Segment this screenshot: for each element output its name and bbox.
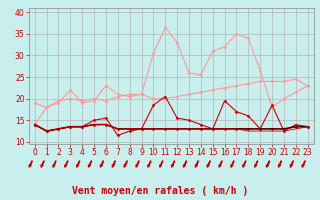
Text: Vent moyen/en rafales ( km/h ): Vent moyen/en rafales ( km/h ) (72, 186, 248, 196)
